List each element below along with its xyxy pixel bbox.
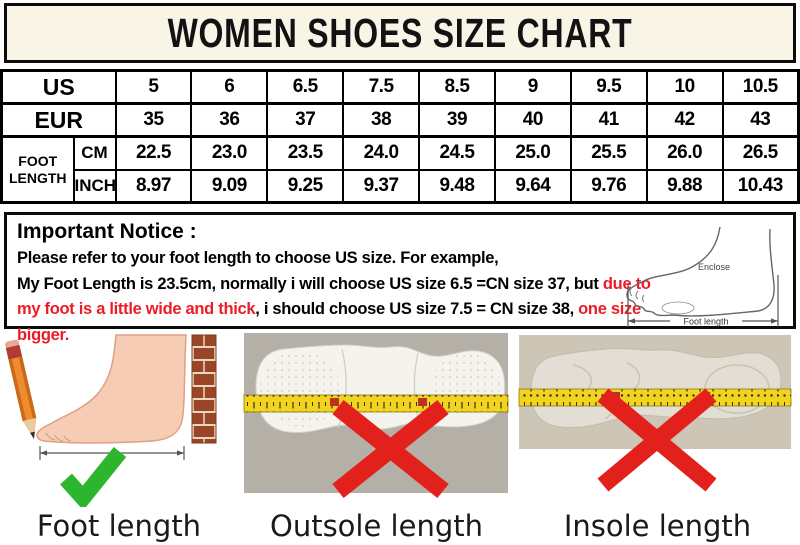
row-header-us: US: [0, 69, 117, 105]
size-cell: 22.5: [114, 135, 193, 171]
size-cell: 23.5: [266, 135, 345, 171]
title-banner: WOMEN SHOES SIZE CHART: [4, 3, 796, 63]
size-cell: 23.0: [190, 135, 269, 171]
diagram-foot-length-label: Foot length: [683, 317, 728, 327]
row-header-cm: CM: [72, 135, 117, 171]
size-cell: 41: [569, 102, 648, 138]
page-title: WOMEN SHOES SIZE CHART: [167, 9, 633, 56]
size-cell: 9.76: [569, 168, 648, 204]
toes-lines: [45, 432, 72, 442]
measuring-tape: [518, 388, 792, 407]
measuring-tape: [243, 394, 509, 413]
size-cell: 39: [418, 102, 496, 138]
size-cell: 7.5: [342, 69, 421, 105]
notice-segment: , i should choose US size 7.5 = CN size …: [255, 300, 579, 319]
guide-item-foot-length: Foot length: [0, 333, 238, 543]
size-chart-table: US 5 6 6.5 7.5 8.5 9 9.5 10 10.5 EUR 35 …: [0, 69, 800, 204]
notice-segment-red: due to my foot is a little wide and thic…: [17, 274, 651, 319]
foot-shape: [36, 334, 187, 444]
size-cell: 24.0: [342, 135, 421, 171]
brick-wall: [191, 334, 217, 444]
size-cell: 9.37: [342, 168, 421, 204]
guide-label-insole-length: Insole length: [563, 509, 752, 543]
size-cell: 9: [493, 69, 572, 105]
foot-outline: [626, 226, 775, 317]
arrow-right-icon: [177, 450, 184, 456]
size-cell: 38: [342, 102, 421, 138]
insole-shape: [530, 347, 782, 429]
size-cell: 9.64: [493, 168, 572, 204]
size-cell: 10: [645, 69, 724, 105]
size-cell: 25.5: [569, 135, 648, 171]
table-row-cm: FOOT LENGTH CM 22.5 23.0 23.5 24.0 24.5 …: [0, 135, 800, 204]
notice-heading: Important Notice :: [17, 220, 197, 243]
arrow-right-icon: [771, 318, 778, 324]
size-cell: 25.0: [493, 135, 572, 171]
size-cell: 35: [114, 102, 193, 138]
size-cell: 9.88: [645, 168, 724, 204]
size-cell: 24.5: [418, 135, 496, 171]
size-cell: 10.5: [721, 69, 800, 105]
cross-x-icon: [332, 399, 449, 499]
guide-label-foot-length: Foot length: [36, 509, 202, 543]
arrow-left-icon: [628, 318, 635, 324]
size-cell: 6.5: [266, 69, 345, 105]
size-chart-page: WOMEN SHOES SIZE CHART US 5 6 6.5 7.5 8.…: [0, 3, 800, 543]
notice-segment: My Foot Length is 23.5cm, normally i wil…: [17, 274, 603, 293]
notice-text: Please refer to your foot length to choo…: [17, 246, 665, 348]
foot-length-illustration: [5, 334, 217, 507]
row-header-eur: EUR: [0, 102, 117, 138]
guide-item-outsole-length: Outsole length: [238, 333, 515, 543]
size-cell: 8.5: [418, 69, 496, 105]
notice-segment-red: one size bigger.: [17, 300, 641, 344]
size-cell: 37: [266, 102, 345, 138]
guide-label-outsole-length: Outsole length: [270, 509, 483, 543]
size-cell: 9.25: [266, 168, 345, 204]
ball-detail: [661, 301, 695, 315]
size-cell: 9.09: [190, 168, 269, 204]
outsole-illustration: [243, 333, 509, 499]
insole-illustration: [518, 335, 792, 492]
size-cell: 8.97: [114, 168, 193, 204]
size-cell: 10.43: [721, 168, 800, 204]
size-cell: 6: [190, 69, 269, 105]
row-header-foot-length: FOOT LENGTH: [0, 135, 75, 204]
table-row-eur: EUR 35 36 37 38 39 40 41 42 43: [0, 102, 800, 138]
important-notice-box: Important Notice : Please refer to your …: [4, 212, 796, 344]
size-cell: 26.0: [645, 135, 724, 171]
measuring-guide: Foot length: [0, 333, 800, 543]
size-cell: 42: [645, 102, 724, 138]
size-cell: 26.5: [721, 135, 800, 171]
arrow-left-icon: [40, 450, 47, 456]
table-row-us: US 5 6 6.5 7.5 8.5 9 9.5 10 10.5: [0, 69, 800, 105]
notice-intro-line: Please refer to your foot length to choo…: [17, 249, 499, 267]
diagram-enclose-label: Enclose: [698, 262, 730, 272]
check-icon: [60, 446, 127, 507]
tape-mark: [330, 398, 339, 406]
tape-mark: [418, 398, 427, 406]
size-cell: 40: [493, 102, 572, 138]
guide-item-insole-length: Insole length: [515, 333, 800, 543]
table-row-inch: INCH 8.97 9.09 9.25 9.37 9.48 9.64 9.76 …: [2, 168, 800, 204]
size-cell: 9.48: [418, 168, 496, 204]
size-cell: 36: [190, 102, 269, 138]
toes-detail: [629, 286, 645, 303]
row-header-inch: INCH: [72, 168, 117, 204]
size-cell: 9.5: [569, 69, 648, 105]
foot-measure-diagram: Enclose Foot length: [626, 226, 779, 327]
cross-x-icon: [597, 388, 717, 492]
size-cell: 43: [721, 102, 800, 138]
pencil-icon: [5, 339, 37, 439]
size-cell: 5: [114, 69, 193, 105]
notice-example-line: My Foot Length is 23.5cm, normally i wil…: [17, 272, 665, 349]
outsole-texture: [260, 351, 340, 427]
